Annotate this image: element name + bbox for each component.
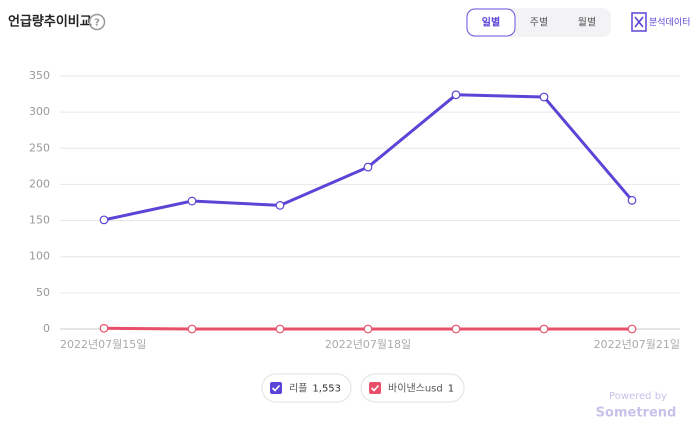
point — [451, 324, 461, 334]
legend-name: 리플 — [289, 383, 307, 395]
x-tick-label: 2022년07월18일 — [325, 337, 411, 351]
legend-item[interactable]: 리플 1,553 — [261, 373, 352, 403]
legend-pill — [261, 373, 352, 403]
tab[interactable]: 일별 — [482, 16, 500, 29]
legend-name: 바이낸스usd — [388, 383, 443, 395]
point — [187, 196, 197, 206]
legend-item[interactable]: 바이낸스usd 1 — [360, 373, 465, 403]
point — [539, 324, 549, 334]
legend-checkbox — [270, 382, 282, 394]
check — [271, 384, 281, 392]
brand: Sometrend — [596, 406, 677, 421]
point — [363, 162, 373, 172]
legend-checkbox — [369, 382, 382, 394]
point — [99, 215, 109, 225]
export-label[interactable]: 분석데이터 — [649, 17, 690, 28]
tab[interactable]: 주별 — [530, 17, 548, 29]
y-tick-label: 100 — [29, 250, 50, 263]
point — [99, 323, 109, 333]
x-tick-label: 2022년07월15일 — [60, 337, 146, 351]
excel-x — [634, 16, 644, 28]
series-line — [103, 93, 634, 222]
y-tick-label: 200 — [29, 177, 50, 190]
tab[interactable]: 월별 — [578, 17, 596, 29]
legend-total: 1,553 — [312, 384, 341, 395]
point — [275, 324, 285, 334]
y-tick-label: 50 — [36, 286, 50, 299]
point — [451, 90, 461, 100]
excel-icon[interactable] — [631, 12, 647, 32]
legend-pill — [360, 373, 465, 403]
y-tick-label: 0 — [43, 322, 50, 335]
y-tick-label: 150 — [29, 214, 50, 227]
x-tick-label: 2022년07월21일 — [594, 337, 680, 351]
tab-active[interactable] — [466, 8, 516, 37]
y-tick-label: 350 — [29, 69, 50, 82]
point — [539, 92, 549, 102]
title: 언급량추이비교 — [8, 14, 92, 30]
point — [627, 324, 637, 334]
point — [275, 200, 285, 210]
y-tick-label: 250 — [29, 141, 50, 154]
legend-total: 1 — [448, 384, 454, 395]
help-icon[interactable] — [88, 13, 106, 31]
point — [627, 195, 637, 205]
powered-by: Powered by — [609, 391, 667, 402]
check — [370, 384, 380, 392]
point — [363, 324, 373, 334]
y-tick-label: 300 — [29, 105, 50, 118]
point — [187, 324, 197, 334]
help-text: ? — [94, 18, 100, 29]
